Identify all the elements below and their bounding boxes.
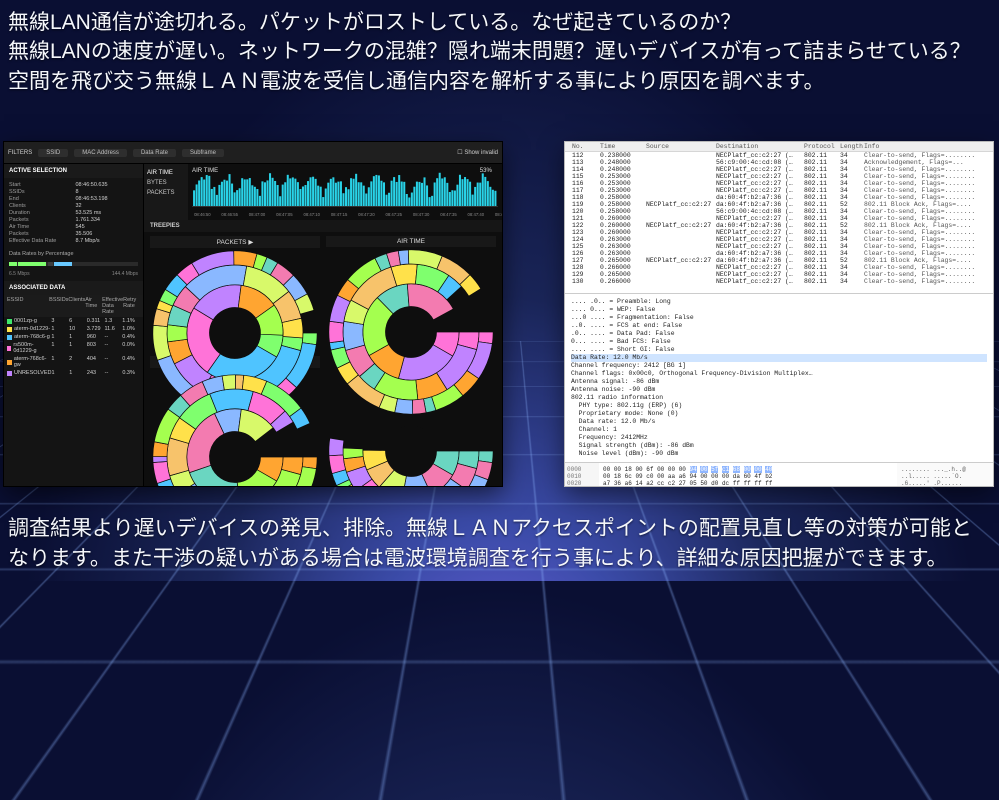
tab-airtime[interactable]: AIR TIME <box>147 168 185 178</box>
svg-text:08:47:45: 08:47:45 <box>495 212 502 217</box>
table-row[interactable]: UNRESOLVED11243--0.3% <box>4 369 143 377</box>
packets-pie-title: PACKETS ▶ <box>150 236 320 248</box>
packet-row[interactable]: 1160.253000 NECPlatf_cc:c2:27 (…802.1134… <box>565 180 993 187</box>
show-invalid-checkbox[interactable]: ☐ Show invalid <box>457 149 498 156</box>
packets-sunburst <box>150 248 320 356</box>
svg-text:53%: 53% <box>480 168 493 174</box>
headline-bottom: 調査結果より遅いデバイスの発見、排除。無線ＬＡＮアクセスポイントの配置見直し等の… <box>8 514 991 573</box>
packet-row[interactable]: 1190.258000NECPlatf_cc:c2:27 da:60:4f:b2… <box>565 201 993 208</box>
associated-data-title: ASSOCIATED DATA <box>4 281 143 295</box>
svg-text:08:46:55: 08:46:55 <box>221 212 238 217</box>
packet-list[interactable]: No.TimeSourceDestinationProtocolLengthIn… <box>565 142 993 294</box>
table-row[interactable]: aterm-768c6-g11960--0.4% <box>4 333 143 341</box>
svg-text:08:47:40: 08:47:40 <box>468 212 485 217</box>
packet-hex[interactable]: 000000100020 00 00 18 00 6f 00 00 00 94 … <box>565 463 993 486</box>
svg-text:AIR TIME: AIR TIME <box>192 168 218 174</box>
assoc-table: ESSIDBSSIDsClientsAir TimeEffective Data… <box>4 295 143 377</box>
tab-bytes[interactable]: BYTES <box>147 178 185 188</box>
svg-text:08:46:50: 08:46:50 <box>194 212 211 217</box>
packet-row[interactable]: 1280.266000 NECPlatf_cc:c2:27 (…802.1134… <box>565 264 993 271</box>
filter-datarate[interactable]: Data Rate <box>133 149 176 157</box>
packet-capture-window: No.TimeSourceDestinationProtocolLengthIn… <box>565 142 993 486</box>
treepies-title: TREEPIES <box>144 220 502 232</box>
packet-row[interactable]: 1150.253000 NECPlatf_cc:c2:27 (…802.1134… <box>565 173 993 180</box>
packet-row[interactable]: 1140.248000 NECPlatf_cc:c2:27 (…802.1134… <box>565 166 993 173</box>
bytes-sunburst <box>150 372 320 480</box>
svg-text:08:47:15: 08:47:15 <box>331 212 348 217</box>
packet-row[interactable]: 1290.265000 NECPlatf_cc:c2:27 (…802.1134… <box>565 271 993 278</box>
table-row[interactable]: aterm-768c6-gw12404--0.4% <box>4 355 143 369</box>
svg-text:08:47:35: 08:47:35 <box>440 212 457 217</box>
data-rate-bars <box>4 259 143 271</box>
airtime-sunburst <box>326 247 496 362</box>
airtime-timeline-chart: AIR TIME 53% 08:46:50 08:46:55 08:47:00 08:… <box>188 164 502 220</box>
packet-row[interactable]: 1300.266000 NECPlatf_cc:c2:27 (…802.1134… <box>565 278 993 285</box>
airtime-sunburst-small <box>326 366 496 481</box>
active-selection-title: ACTIVE SELECTION <box>4 164 143 178</box>
tab-packets[interactable]: PACKETS <box>147 188 185 198</box>
svg-text:08:47:05: 08:47:05 <box>276 212 293 217</box>
table-row[interactable]: 0001zp-g360.3111.31.1% <box>4 317 143 325</box>
filter-subframe[interactable]: Subframe <box>182 149 224 157</box>
packet-row[interactable]: 1260.263000 da:60:4f:b2:a7:36 (…802.1134… <box>565 250 993 257</box>
rate-min: 6.5 Mbps <box>9 271 30 277</box>
chart-side-tabs: AIR TIME BYTES PACKETS <box>144 164 188 220</box>
rate-max: 144.4 Mbps <box>112 271 138 277</box>
packet-details[interactable]: .... .0.. = Preamble: Long.... 0... = WE… <box>565 294 993 463</box>
packet-row[interactable]: 1240.263000 NECPlatf_cc:c2:27 (…802.1134… <box>565 236 993 243</box>
svg-text:08:47:20: 08:47:20 <box>358 212 375 217</box>
filter-mac[interactable]: MAC Address <box>74 149 127 157</box>
wifi-analyzer-window: FILTERS SSID MAC Address Data Rate Subfr… <box>4 142 502 486</box>
table-row[interactable]: aterm-0d1229-1103.72911.61.0% <box>4 325 143 333</box>
svg-text:08:47:25: 08:47:25 <box>386 212 403 217</box>
filter-bar: FILTERS SSID MAC Address Data Rate Subfr… <box>4 142 502 164</box>
packet-row[interactable]: 1270.265000NECPlatf_cc:c2:27 (… da:60:4f… <box>565 257 993 264</box>
packet-row[interactable]: 1200.258000 56:c9:00:4c:cd:08 (…802.1134… <box>565 208 993 215</box>
stats-grid: Start08:46:50.635SSIDs8End08:46:53.198Cl… <box>4 178 143 249</box>
svg-text:08:47:30: 08:47:30 <box>413 212 430 217</box>
table-row[interactable]: rs500m-0d1229-g11803--0.0% <box>4 341 143 355</box>
headline-top: 無線LAN通信が途切れる。パケットがロストしている。なぜ起きているのか？無線LA… <box>8 8 991 96</box>
packet-row[interactable]: 1230.260000 NECPlatf_cc:c2:27 (…802.1134… <box>565 229 993 236</box>
packet-row[interactable]: 1220.260000NECPlatf_cc:c2:27 (… da:60:4f… <box>565 222 993 229</box>
svg-text:08:47:10: 08:47:10 <box>303 212 320 217</box>
packet-row[interactable]: 1130.248000 56:c9:00:4c:cd:08 (…802.1134… <box>565 159 993 166</box>
packet-row[interactable]: 1250.263000 NECPlatf_cc:c2:27 (…802.1134… <box>565 243 993 250</box>
packet-row[interactable]: 1210.260000 NECPlatf_cc:c2:27 (…802.1134… <box>565 215 993 222</box>
packet-row[interactable]: 1120.238000 NECPlatf_cc:c2:27 (…802.1134… <box>565 152 993 159</box>
airtime-pie-title: AIR TIME <box>326 236 496 247</box>
filter-ssid[interactable]: SSID <box>38 149 68 157</box>
data-rates-title: Data Rates by Percentage <box>4 249 143 259</box>
packet-row[interactable]: 1170.253000 NECPlatf_cc:c2:27 (…802.1134… <box>565 187 993 194</box>
filters-label: FILTERS <box>8 150 32 156</box>
packet-row[interactable]: 1180.258000 da:60:4f:b2:a7:36 (…802.1134… <box>565 194 993 201</box>
svg-text:08:47:00: 08:47:00 <box>249 212 266 217</box>
